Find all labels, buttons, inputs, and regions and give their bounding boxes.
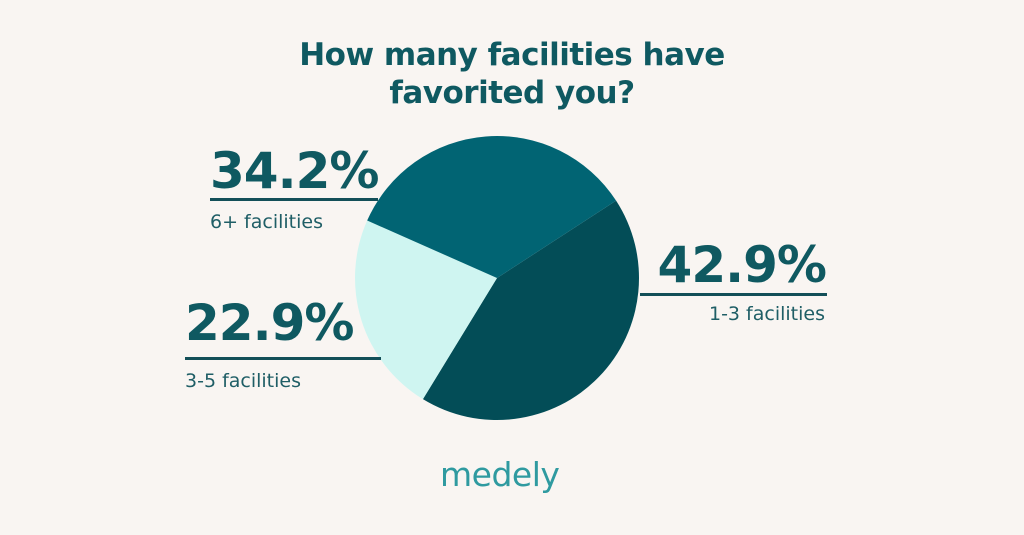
leader-line-6plus bbox=[210, 198, 378, 201]
chart-title: How many facilities have favorited you? bbox=[299, 37, 725, 111]
slice-category-label-6plus: 6+ facilities bbox=[210, 211, 323, 233]
pie-slice-3to5 bbox=[355, 220, 497, 400]
leader-line-1to3 bbox=[640, 293, 827, 296]
slice-value-label-3to5: 22.9% bbox=[185, 294, 354, 352]
pie-slice-6plus bbox=[367, 136, 617, 278]
leader-line-3to5 bbox=[185, 357, 381, 360]
pie-slice-1to3 bbox=[422, 200, 639, 420]
slice-value-label-6plus: 34.2% bbox=[210, 142, 379, 200]
slice-category-label-3to5: 3-5 facilities bbox=[185, 370, 302, 392]
medely-logo: medely bbox=[440, 455, 560, 494]
slice-category-label-1to3: 1-3 facilities bbox=[708, 303, 825, 325]
slice-value-label-1to3: 42.9% bbox=[657, 236, 827, 294]
